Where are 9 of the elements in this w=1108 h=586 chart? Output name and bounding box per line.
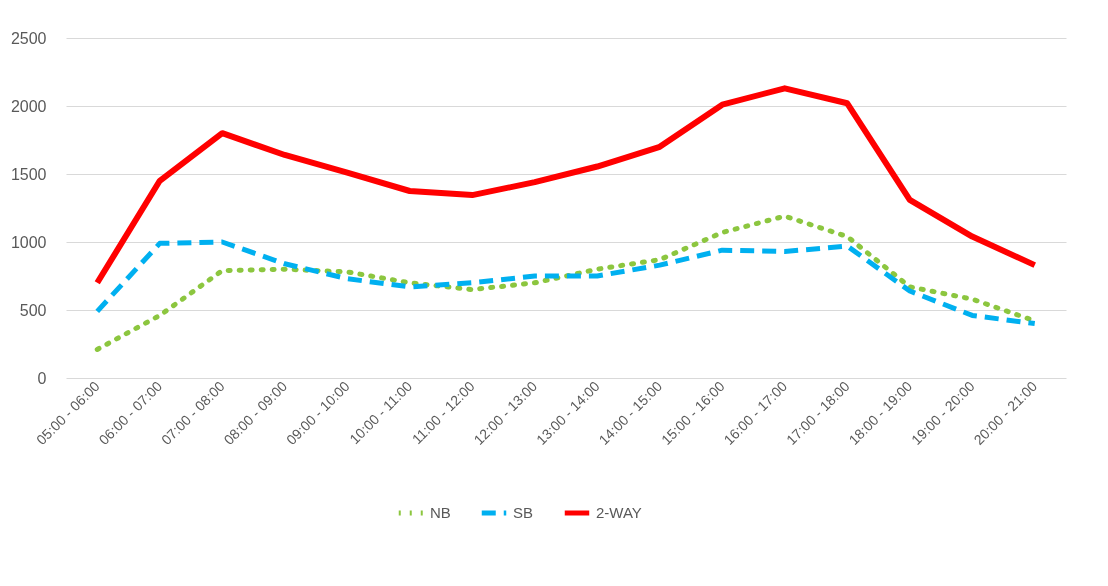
y-tick-label: 500 xyxy=(19,301,47,319)
y-tick-label: 2500 xyxy=(10,29,47,47)
y-tick-label: 0 xyxy=(37,369,47,387)
legend-label: SB xyxy=(513,504,534,521)
y-tick-label: 1500 xyxy=(10,165,47,183)
legend-label: NB xyxy=(430,504,451,521)
y-tick-label: 2000 xyxy=(10,97,47,115)
y-tick-label: 1000 xyxy=(10,233,47,251)
legend-label: 2-WAY xyxy=(596,504,642,521)
